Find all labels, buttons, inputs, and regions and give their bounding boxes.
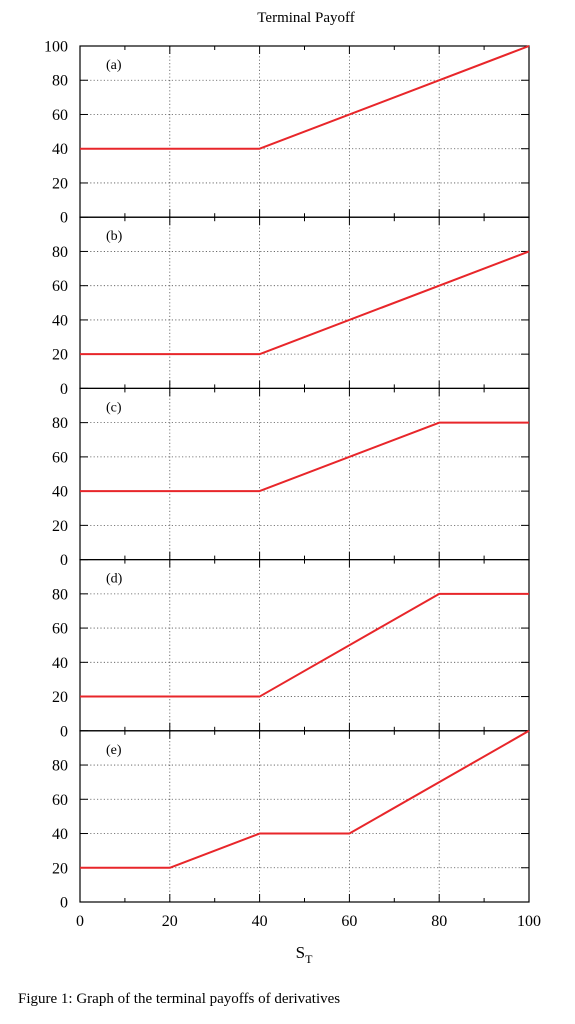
y-tick-label: 80 bbox=[52, 415, 68, 432]
payoff-line bbox=[80, 45, 530, 150]
y-tick-label: 60 bbox=[52, 792, 68, 809]
chart-title: Terminal Payoff bbox=[257, 10, 354, 26]
y-tick-label: 0 bbox=[60, 210, 68, 227]
panel-frame bbox=[79, 216, 530, 389]
figure-caption: Figure 1: Graph of the terminal payoffs … bbox=[18, 991, 340, 1007]
panel-label: (b) bbox=[106, 229, 123, 244]
payoff-line bbox=[80, 421, 529, 493]
panels-group: 020406080100(a)020406080(b)020406080(c)0… bbox=[44, 39, 530, 912]
y-tick-label: 20 bbox=[52, 518, 68, 535]
panel-label: (c) bbox=[106, 400, 122, 415]
x-tick-label: 100 bbox=[517, 913, 541, 930]
y-tick-label: 0 bbox=[60, 381, 68, 398]
panel-c: 0 20 40 60 80 (c) bbox=[52, 387, 530, 569]
x-axis-label-subscript: T bbox=[305, 952, 313, 966]
y-tick-label: 40 bbox=[52, 826, 68, 843]
y-tick-label: 80 bbox=[52, 758, 68, 775]
y-tick-label: 0 bbox=[60, 895, 68, 912]
payoff-line bbox=[80, 729, 530, 869]
x-axis-tick-labels: 0 20 40 60 80 100 bbox=[76, 913, 541, 930]
payoff-line bbox=[80, 250, 530, 356]
panel-label: (e) bbox=[106, 743, 122, 758]
panel-frame bbox=[79, 730, 530, 903]
payoff-line bbox=[80, 592, 529, 698]
y-tick-label: 100 bbox=[44, 39, 68, 56]
y-tick-label: 60 bbox=[52, 621, 68, 638]
y-tick-label: 20 bbox=[52, 689, 68, 706]
y-tick-label: 40 bbox=[52, 141, 68, 158]
x-axis-label: ST bbox=[296, 943, 313, 966]
y-tick-label: 40 bbox=[52, 312, 68, 329]
y-tick-label: 20 bbox=[52, 347, 68, 364]
y-tick-label: 80 bbox=[52, 244, 68, 261]
panel-b: 0 20 40 60 80 (b) bbox=[52, 216, 530, 398]
y-tick-label: 40 bbox=[52, 655, 68, 672]
y-tick-label: 60 bbox=[52, 278, 68, 295]
panel-label: (a) bbox=[106, 58, 122, 73]
y-tick-label: 20 bbox=[52, 175, 68, 192]
panel-e: 0 20 40 60 80 (e) bbox=[52, 729, 530, 912]
x-axis-label-main: S bbox=[296, 943, 305, 962]
x-tick-label: 80 bbox=[431, 913, 447, 930]
y-tick-label: 80 bbox=[52, 73, 68, 90]
y-tick-label: 0 bbox=[60, 552, 68, 569]
y-tick-label: 0 bbox=[60, 723, 68, 740]
panel-a: 0 20 40 60 80 100 (a) bbox=[44, 39, 530, 227]
panel-d: 0 20 40 60 80 (d) bbox=[52, 558, 530, 740]
y-tick-label: 60 bbox=[52, 449, 68, 466]
y-tick-label: 60 bbox=[52, 107, 68, 124]
y-tick-label: 80 bbox=[52, 586, 68, 603]
x-tick-label: 0 bbox=[76, 913, 84, 930]
y-tick-label: 20 bbox=[52, 860, 68, 877]
x-tick-label: 40 bbox=[252, 913, 268, 930]
panel-label: (d) bbox=[106, 572, 123, 587]
x-tick-label: 20 bbox=[162, 913, 178, 930]
y-tick-label: 40 bbox=[52, 484, 68, 501]
panel-frame bbox=[79, 558, 530, 732]
x-tick-label: 60 bbox=[341, 913, 357, 930]
